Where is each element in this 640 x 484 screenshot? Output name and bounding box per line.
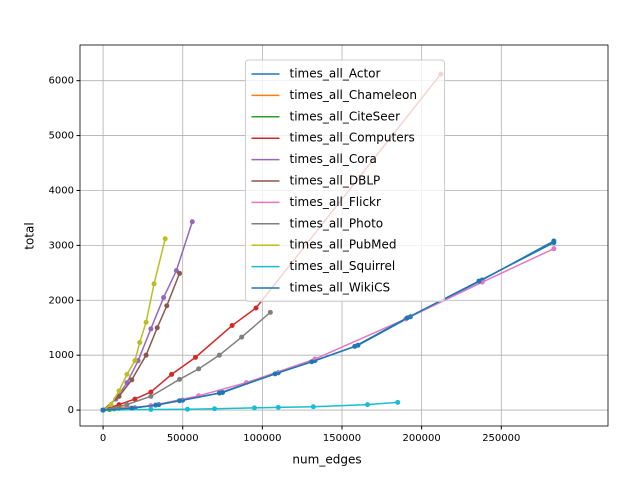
point — [364, 402, 370, 408]
point — [216, 352, 222, 358]
y-tick-label: 3000 — [49, 240, 74, 251]
point — [551, 246, 557, 252]
point — [272, 371, 278, 377]
legend-label: times_all_Photo — [290, 216, 384, 230]
y-tick-label: 0 — [68, 405, 74, 416]
point — [132, 358, 138, 364]
y-tick-label: 5000 — [49, 131, 74, 142]
legend-box — [245, 59, 445, 302]
series-line — [102, 238, 166, 411]
point — [551, 240, 557, 246]
point — [129, 405, 135, 411]
point — [132, 396, 138, 402]
point — [143, 352, 149, 358]
point — [161, 295, 167, 301]
point — [148, 326, 154, 332]
point — [253, 305, 259, 311]
point — [143, 319, 149, 325]
x-tick-label: 100000 — [243, 433, 281, 444]
point — [177, 270, 183, 276]
point — [310, 404, 316, 410]
point — [177, 376, 183, 382]
point — [100, 407, 106, 413]
point — [212, 406, 218, 412]
legend-label: times_all_Computers — [290, 131, 415, 145]
point — [148, 393, 154, 399]
point — [164, 303, 170, 309]
point — [148, 389, 154, 395]
point — [154, 325, 160, 331]
x-tick-label: 50000 — [167, 433, 199, 444]
point — [124, 402, 130, 408]
legend-label: times_all_Flickr — [290, 195, 382, 209]
point — [124, 371, 130, 377]
point — [108, 402, 114, 408]
point — [196, 366, 202, 372]
y-tick-label: 2000 — [49, 295, 74, 306]
legend-label: times_all_PubMed — [290, 238, 397, 252]
point — [185, 406, 191, 412]
point — [162, 236, 168, 242]
point — [116, 388, 122, 394]
point — [251, 405, 257, 411]
point — [352, 343, 358, 349]
x-axis-label: num_edges — [292, 453, 361, 467]
y-axis-label: total — [23, 222, 37, 249]
x-tick-label: 0 — [100, 433, 106, 444]
point — [129, 377, 135, 383]
point — [153, 402, 159, 408]
point — [177, 398, 183, 404]
point — [216, 390, 222, 396]
point — [267, 309, 273, 315]
legend-label: times_all_CiteSeer — [290, 109, 401, 123]
point — [148, 407, 154, 413]
point — [189, 219, 195, 225]
legend-label: times_all_Squirrel — [290, 259, 396, 273]
point — [137, 340, 143, 346]
legend-label: times_all_Actor — [290, 67, 381, 81]
y-tick-label: 1000 — [49, 350, 74, 361]
x-tick-label: 250000 — [482, 433, 520, 444]
plot-frame — [79, 44, 609, 427]
y-tick-label: 4000 — [49, 185, 74, 196]
point — [192, 354, 198, 360]
legend-label: times_all_Cora — [290, 152, 377, 166]
x-tick-label: 200000 — [403, 433, 441, 444]
point — [116, 393, 122, 399]
x-tick-label: 150000 — [323, 433, 361, 444]
point — [395, 399, 401, 405]
point — [309, 359, 315, 365]
point — [275, 404, 281, 410]
series-line — [102, 311, 271, 411]
point — [229, 323, 235, 329]
point — [476, 278, 482, 284]
point — [169, 371, 175, 377]
legend-label: times_all_Chameleon — [290, 88, 417, 102]
legend-label: times_all_WikiCS — [290, 281, 391, 295]
y-tick-label: 6000 — [49, 76, 74, 87]
point — [404, 315, 410, 321]
point — [151, 281, 157, 287]
point — [239, 334, 245, 340]
legend-label: times_all_DBLP — [290, 174, 381, 188]
